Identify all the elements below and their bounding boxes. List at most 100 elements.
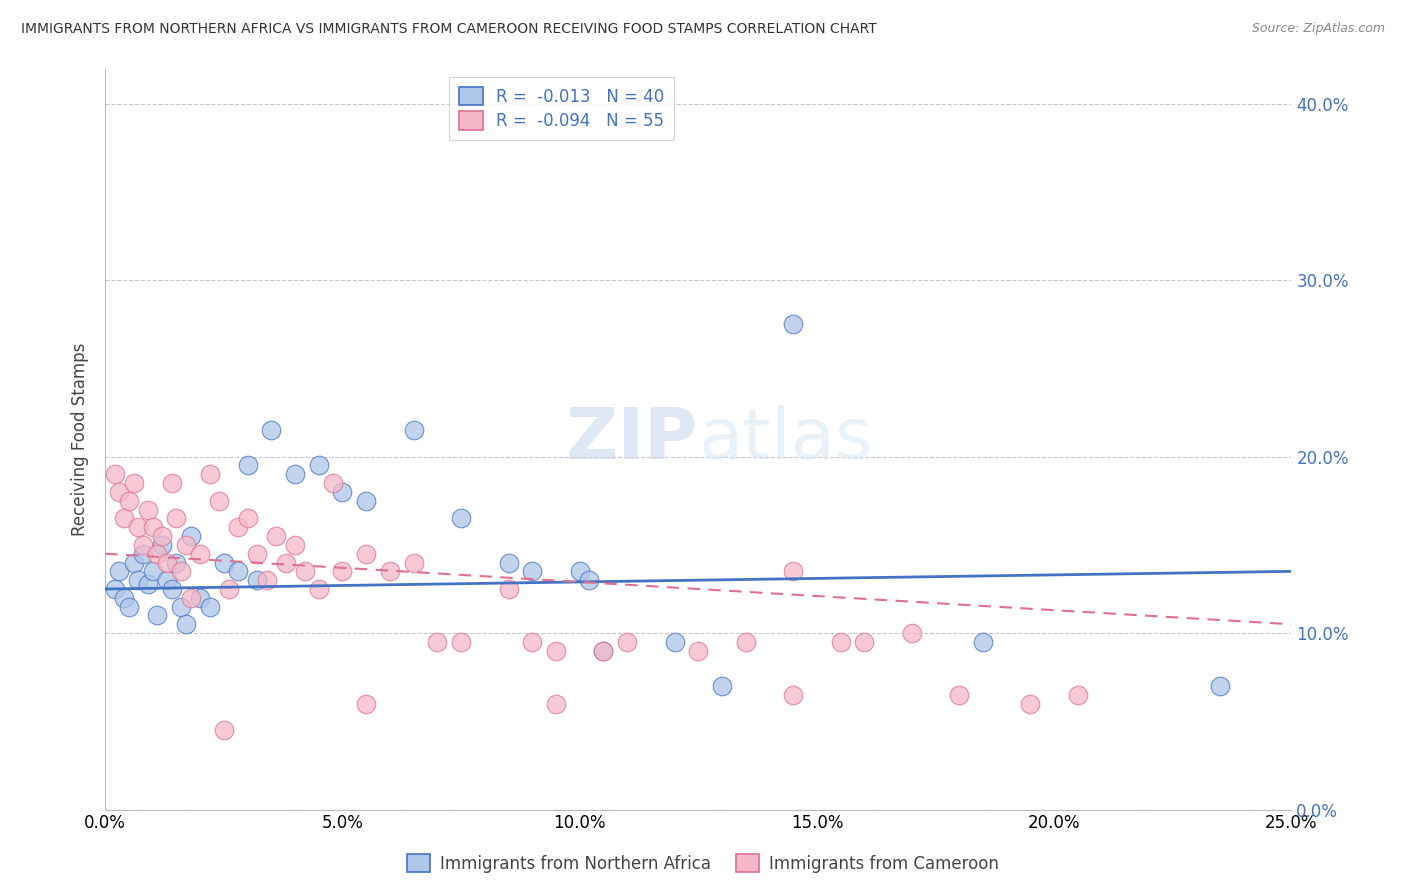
- Point: [127, 520, 149, 534]
- Point: [146, 608, 169, 623]
- Point: [450, 635, 472, 649]
- Point: [212, 556, 235, 570]
- Point: [402, 556, 425, 570]
- Point: [522, 635, 544, 649]
- Point: [150, 529, 173, 543]
- Point: [688, 644, 710, 658]
- Point: [274, 556, 297, 570]
- Point: [218, 582, 240, 596]
- Point: [174, 617, 197, 632]
- Point: [498, 556, 520, 570]
- Point: [180, 591, 202, 605]
- Point: [174, 538, 197, 552]
- Point: [711, 679, 734, 693]
- Point: [592, 644, 614, 658]
- Point: [1019, 697, 1042, 711]
- Point: [104, 467, 127, 482]
- Point: [354, 697, 377, 711]
- Point: [226, 520, 249, 534]
- Point: [450, 511, 472, 525]
- Point: [568, 565, 591, 579]
- Point: [332, 565, 354, 579]
- Point: [136, 502, 159, 516]
- Point: [150, 538, 173, 552]
- Point: [256, 573, 278, 587]
- Point: [142, 520, 165, 534]
- Text: IMMIGRANTS FROM NORTHERN AFRICA VS IMMIGRANTS FROM CAMEROON RECEIVING FOOD STAMP: IMMIGRANTS FROM NORTHERN AFRICA VS IMMIG…: [21, 22, 877, 37]
- Point: [378, 565, 401, 579]
- Point: [122, 556, 145, 570]
- Point: [136, 576, 159, 591]
- Point: [132, 538, 155, 552]
- Point: [142, 565, 165, 579]
- Point: [948, 688, 970, 702]
- Point: [322, 476, 344, 491]
- Point: [246, 547, 269, 561]
- Text: Source: ZipAtlas.com: Source: ZipAtlas.com: [1251, 22, 1385, 36]
- Point: [264, 529, 287, 543]
- Point: [212, 723, 235, 738]
- Point: [284, 467, 307, 482]
- Point: [236, 458, 259, 473]
- Point: [402, 423, 425, 437]
- Point: [284, 538, 307, 552]
- Point: [236, 511, 259, 525]
- Point: [198, 599, 221, 614]
- Point: [170, 599, 193, 614]
- Point: [332, 485, 354, 500]
- Point: [146, 547, 169, 561]
- Point: [122, 476, 145, 491]
- Point: [108, 565, 131, 579]
- Point: [208, 493, 231, 508]
- Point: [156, 573, 179, 587]
- Point: [972, 635, 994, 649]
- Point: [578, 573, 600, 587]
- Legend: R =  -0.013   N = 40, R =  -0.094   N = 55: R = -0.013 N = 40, R = -0.094 N = 55: [450, 77, 675, 140]
- Point: [782, 318, 804, 332]
- Legend: Immigrants from Northern Africa, Immigrants from Cameroon: Immigrants from Northern Africa, Immigra…: [401, 847, 1005, 880]
- Point: [308, 582, 330, 596]
- Point: [165, 511, 187, 525]
- Point: [426, 635, 449, 649]
- Text: atlas: atlas: [699, 405, 873, 474]
- Point: [156, 556, 179, 570]
- Point: [112, 511, 135, 525]
- Point: [226, 565, 249, 579]
- Point: [118, 599, 141, 614]
- Point: [498, 582, 520, 596]
- Point: [260, 423, 283, 437]
- Point: [246, 573, 269, 587]
- Point: [127, 573, 149, 587]
- Point: [830, 635, 852, 649]
- Point: [118, 493, 141, 508]
- Point: [544, 697, 567, 711]
- Point: [160, 476, 183, 491]
- Point: [592, 644, 614, 658]
- Point: [544, 644, 567, 658]
- Point: [108, 485, 131, 500]
- Point: [188, 547, 211, 561]
- Point: [664, 635, 686, 649]
- Point: [853, 635, 876, 649]
- Point: [354, 493, 377, 508]
- Point: [354, 547, 377, 561]
- Point: [616, 635, 638, 649]
- Point: [165, 556, 187, 570]
- Point: [160, 582, 183, 596]
- Point: [1067, 688, 1090, 702]
- Point: [180, 529, 202, 543]
- Point: [170, 565, 193, 579]
- Point: [112, 591, 135, 605]
- Point: [308, 458, 330, 473]
- Point: [782, 565, 804, 579]
- Point: [104, 582, 127, 596]
- Point: [782, 688, 804, 702]
- Point: [1209, 679, 1232, 693]
- Point: [522, 565, 544, 579]
- Point: [901, 626, 924, 640]
- Point: [294, 565, 316, 579]
- Point: [734, 635, 756, 649]
- Y-axis label: Receiving Food Stamps: Receiving Food Stamps: [72, 343, 89, 536]
- Point: [132, 547, 155, 561]
- Point: [198, 467, 221, 482]
